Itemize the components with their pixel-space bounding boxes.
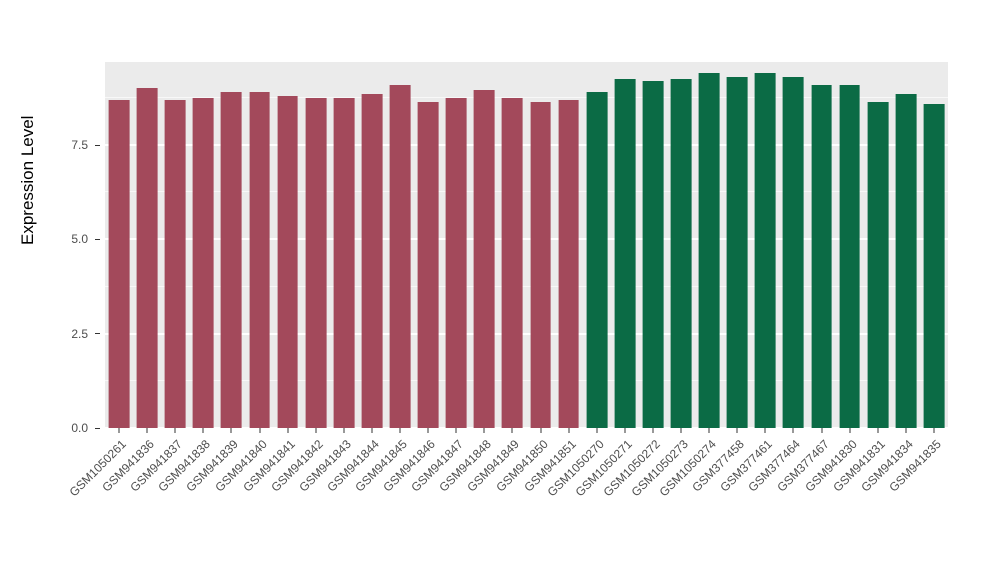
bar [417, 101, 439, 428]
bar [783, 77, 804, 428]
bar [754, 73, 776, 428]
y-tick-label: 7.5 [71, 138, 88, 152]
bar [192, 97, 214, 428]
bar [502, 97, 523, 428]
x-tick-mark [230, 428, 232, 433]
major-gridline [105, 427, 948, 429]
x-tick-mark [174, 428, 176, 433]
x-tick-mark [540, 428, 542, 433]
bar [277, 95, 299, 428]
y-tick-label: 2.5 [71, 326, 88, 341]
bar [136, 88, 158, 428]
y-tick-mark [95, 144, 100, 146]
x-tick-mark [371, 428, 373, 433]
x-tick-mark [568, 428, 570, 433]
y-tick-mark [95, 427, 100, 429]
x-tick-mark [680, 428, 682, 433]
bar [642, 80, 664, 428]
bar [445, 97, 467, 428]
x-tick-mark [792, 428, 794, 433]
minor-gridline [105, 191, 948, 193]
x-tick-mark [287, 428, 289, 433]
x-tick-mark [849, 428, 851, 433]
bar [895, 94, 917, 428]
y-tick-label: 5.0 [71, 232, 88, 247]
x-tick-mark [652, 428, 654, 433]
minor-gridline [105, 285, 948, 287]
x-tick-mark [343, 428, 345, 433]
bar [221, 92, 242, 428]
y-axis: 0.0 2.5 5.0 7.5 [0, 62, 100, 435]
bar [473, 90, 495, 428]
bar [333, 97, 355, 428]
x-axis: GSM1050261 GSM941836 GSM941837 GSM941838 GSM… [67, 428, 948, 578]
x-tick-mark [483, 428, 485, 433]
x-tick-mark [877, 428, 879, 433]
bar [698, 73, 720, 428]
x-tick-mark [259, 428, 261, 433]
y-tick-mark [95, 238, 100, 240]
x-tick-mark [315, 428, 317, 433]
x-tick-mark [427, 428, 429, 433]
bar [305, 97, 327, 428]
x-tick-mark [118, 428, 120, 433]
major-gridline [105, 144, 948, 147]
x-tick-mark [736, 428, 738, 433]
minor-gridline [105, 379, 948, 381]
bar [361, 94, 383, 428]
bar [811, 84, 832, 428]
bar [586, 92, 608, 428]
plot-panel [105, 62, 948, 429]
x-tick-mark [933, 428, 935, 433]
minor-gridline [105, 96, 948, 98]
bar [530, 101, 551, 428]
y-tick-mark [95, 333, 100, 335]
x-tick-mark [455, 428, 457, 433]
bar [867, 101, 889, 428]
major-gridline [105, 332, 948, 335]
x-tick-mark [146, 428, 148, 433]
bar [614, 78, 636, 428]
bar [726, 77, 748, 428]
bar [108, 99, 130, 428]
x-tick-mark [399, 428, 401, 433]
bar [249, 92, 270, 428]
x-tick-mark [708, 428, 710, 433]
x-tick-mark [596, 428, 598, 433]
x-tick-mark [905, 428, 907, 433]
x-tick-mark [511, 428, 513, 433]
x-tick-mark [821, 428, 823, 433]
bar [839, 84, 861, 428]
major-gridline [105, 238, 948, 241]
y-tick-label: 0.0 [71, 421, 88, 435]
x-tick-mark [624, 428, 626, 433]
bar [558, 99, 580, 428]
x-tick-mark [202, 428, 204, 433]
x-tick-mark [764, 428, 766, 433]
bar [164, 99, 186, 428]
bar [389, 84, 411, 428]
bar [670, 78, 692, 428]
bar [923, 103, 945, 428]
